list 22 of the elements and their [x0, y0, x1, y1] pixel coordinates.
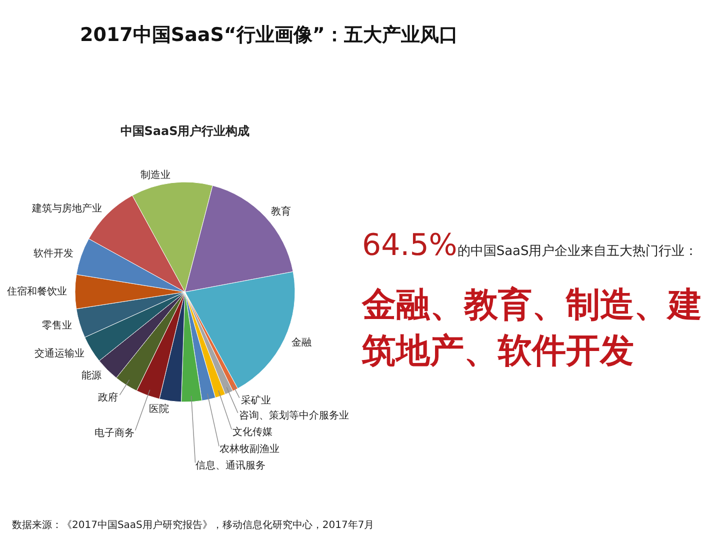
source-note: 数据来源：《2017中国SaaS用户研究报告》，移动信息化研究中心，2017年7月 — [12, 518, 374, 532]
text: 金融、教育、制造、建筑地产、软件开发 — [362, 284, 703, 373]
slice-label: 信息、通讯服务 — [195, 460, 266, 472]
slice-label: 零售业 — [42, 320, 72, 332]
slice-label: 采矿业 — [240, 394, 271, 406]
slice-label: 政府 — [98, 392, 118, 404]
slice-label: 文化传媒 — [232, 426, 273, 438]
chart-subtitle: 中国SaaS用户行业构成 — [120, 124, 250, 138]
slice-label: 制造业 — [140, 168, 171, 181]
slice-label: 建筑与房地产业 — [30, 202, 102, 214]
text: 64.5%的中国SaaS用户企业来自五大热门行业： — [362, 228, 699, 263]
slice-label: 教育 — [271, 205, 292, 218]
slice-label: 软件开发 — [33, 247, 74, 260]
slice-label: 农林牧副渔业 — [220, 443, 280, 456]
slice-label: 咨询、策划等中介服务业 — [239, 410, 350, 422]
slice-label: 住宿和餐饮业 — [7, 286, 67, 298]
slice-label: 金融 — [292, 336, 312, 349]
slice-label: 医院 — [149, 402, 170, 415]
slice-label: 交通运输业 — [34, 348, 84, 360]
slice-label: 能源 — [82, 369, 102, 382]
slice-label: 电子商务 — [94, 427, 134, 440]
chart-title: 2017中国SaaS“行业画像”：五大产业风口 — [80, 23, 458, 48]
